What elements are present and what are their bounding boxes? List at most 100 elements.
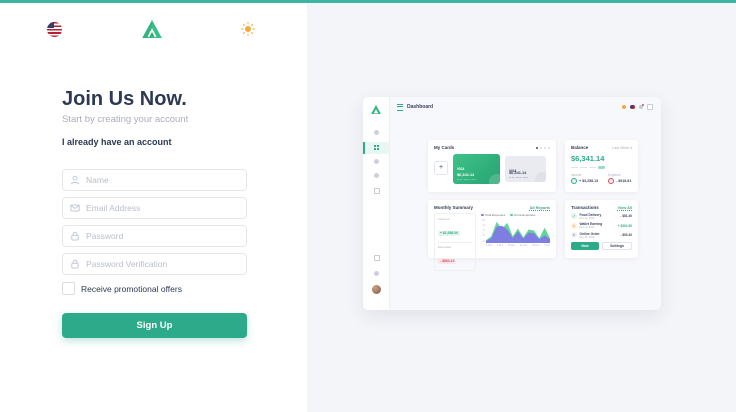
all-reports-link: All Reports bbox=[529, 205, 550, 210]
sun-icon[interactable] bbox=[241, 22, 255, 36]
transaction-row: ↻ Online Order Dec 16, 2020 - $93.40 bbox=[571, 232, 632, 239]
lock-icon bbox=[71, 259, 79, 269]
card-decor-circle bbox=[535, 172, 546, 182]
password-input[interactable] bbox=[86, 231, 239, 241]
preview-header: Dashboard bbox=[389, 97, 661, 117]
balance-title: Balance bbox=[571, 145, 589, 150]
person-icon bbox=[70, 175, 80, 185]
name-input[interactable] bbox=[86, 175, 239, 185]
income-dot-icon bbox=[571, 178, 577, 184]
transaction-amount: + $392.50 bbox=[617, 223, 632, 228]
transaction-date: Dec 12, 2020 bbox=[579, 216, 595, 220]
preview-page-title: Dashboard bbox=[407, 104, 434, 110]
summary-stat-box: Incomes + $2,356.00 Expenses - $863.19 bbox=[434, 213, 476, 271]
income-label: Income bbox=[571, 172, 582, 177]
password-verification-field[interactable] bbox=[62, 253, 247, 275]
preview-sidebar bbox=[363, 97, 390, 310]
settings-button: Settings bbox=[602, 242, 632, 251]
help-icon bbox=[374, 271, 379, 276]
lock-icon bbox=[71, 231, 79, 241]
promo-checkbox[interactable] bbox=[62, 282, 75, 295]
reports-icon bbox=[374, 173, 379, 178]
expense-value: - $918.81 bbox=[616, 179, 632, 183]
transaction-date: Dec 16, 2020 bbox=[579, 235, 595, 239]
brand-logo-mini bbox=[371, 105, 381, 114]
signup-panel: Join Us Now. Start by creating your acco… bbox=[0, 3, 307, 412]
expense-dot-icon bbox=[608, 178, 615, 184]
transaction-name: Food Delivery bbox=[579, 212, 602, 217]
password-verification-input[interactable] bbox=[86, 259, 239, 269]
card-amount: $6,341.14 bbox=[509, 170, 527, 175]
bank-card-green: VISA $6,341.14 **** **** **** bbox=[453, 154, 500, 184]
transaction-name: Online Order bbox=[579, 231, 600, 236]
us-flag-icon bbox=[630, 104, 635, 110]
dashboard-preview: Dashboard My Cards + VISA $6,341.14 ****… bbox=[363, 97, 661, 310]
transaction-amount: - $93.40 bbox=[620, 233, 632, 238]
preview-panel: Dashboard My Cards + VISA $6,341.14 ****… bbox=[307, 3, 736, 412]
balance-amount: $6,341.14 bbox=[571, 154, 605, 163]
sidebar-item-dashboard bbox=[363, 142, 389, 154]
transactions-title: Transactions bbox=[571, 205, 599, 210]
incomes-label: Incomes bbox=[438, 217, 450, 221]
settings-icon bbox=[374, 159, 379, 164]
page-title: Join Us Now. bbox=[62, 88, 187, 110]
bank-card-gray: VISA $6,341.14 **** **** **** bbox=[505, 156, 546, 182]
file-icon bbox=[374, 188, 380, 194]
expenses-label: Expenses bbox=[438, 245, 452, 249]
us-flag-icon[interactable] bbox=[47, 21, 62, 37]
legend-dot-green bbox=[510, 213, 513, 216]
sign-up-button[interactable]: Sign Up bbox=[62, 313, 247, 338]
top-icon-row bbox=[47, 20, 255, 38]
promo-offers-row[interactable]: Receive promotional offers bbox=[62, 282, 247, 295]
card-brand: VISA bbox=[457, 167, 465, 171]
balance-range-dropdown: Last Week ▾ bbox=[612, 145, 632, 150]
chart-x-labels: 1 Dec 8 Dec 15 Dec 22 Dec 29 Dec 5 Jan bbox=[486, 243, 550, 247]
transaction-date: Dec 14, 2020 bbox=[579, 226, 595, 230]
view-all-link: View All bbox=[617, 205, 632, 210]
transaction-name: Wallet Earning bbox=[579, 222, 603, 227]
income-value: + $3,258.13 bbox=[579, 179, 599, 183]
legend-label: Extra Expenses bbox=[514, 213, 536, 217]
hamburger-icon bbox=[397, 103, 403, 111]
name-field[interactable] bbox=[62, 169, 247, 191]
transaction-row: ✓ Food Delivery Dec 12, 2020 - $81.40 bbox=[571, 213, 632, 220]
transaction-row: $ Wallet Earning Dec 14, 2020 + $392.50 bbox=[571, 222, 632, 229]
grid-icon bbox=[647, 104, 653, 110]
promo-label: Receive promotional offers bbox=[81, 283, 182, 294]
email-field[interactable] bbox=[62, 197, 247, 219]
my-cards-title: My Cards bbox=[434, 145, 455, 150]
expense-label: Expense bbox=[608, 172, 621, 177]
sun-icon bbox=[621, 104, 626, 110]
card-number-masked: **** **** **** bbox=[457, 178, 477, 182]
top-accent-bar bbox=[0, 0, 736, 3]
add-card-button: + bbox=[434, 161, 448, 175]
email-input[interactable] bbox=[86, 203, 239, 213]
search-icon bbox=[374, 255, 380, 261]
legend-label: Total Expenses bbox=[485, 213, 506, 217]
card-brand: VISA bbox=[509, 169, 517, 173]
transaction-amount: - $81.40 bbox=[620, 214, 632, 219]
avatar bbox=[372, 285, 381, 294]
card-number-masked: **** **** **** bbox=[509, 176, 529, 180]
activity-icon bbox=[374, 130, 379, 135]
envelope-icon bbox=[70, 204, 80, 212]
carousel-dots bbox=[536, 146, 550, 149]
check-icon: ✓ bbox=[571, 213, 577, 220]
flag-canton bbox=[47, 21, 54, 28]
transactions-card: Transactions View All ✓ Food Delivery De… bbox=[565, 200, 638, 258]
my-cards-card: My Cards + VISA $6,341.14 **** **** ****… bbox=[428, 140, 556, 192]
chart-y-ticks: 50 40 30 20 10 bbox=[482, 218, 485, 243]
signup-form bbox=[62, 169, 247, 275]
incomes-value: + $2,356.00 bbox=[438, 230, 461, 236]
chart-legend: Total Expenses Extra Expenses bbox=[481, 213, 550, 217]
bell-icon bbox=[638, 103, 644, 110]
login-link[interactable]: I already have an account bbox=[62, 137, 172, 147]
monthly-summary-card: Monthly Summary All Reports Incomes + $2… bbox=[428, 200, 556, 271]
new-button: New bbox=[571, 242, 599, 251]
password-field[interactable] bbox=[62, 225, 247, 247]
monthly-summary-title: Monthly Summary bbox=[434, 205, 474, 210]
card-decor-circle bbox=[489, 174, 500, 184]
refresh-icon: ↻ bbox=[571, 232, 577, 239]
balance-masked-line bbox=[571, 166, 632, 169]
expense-summary: Expense - $918.81 bbox=[608, 172, 632, 184]
